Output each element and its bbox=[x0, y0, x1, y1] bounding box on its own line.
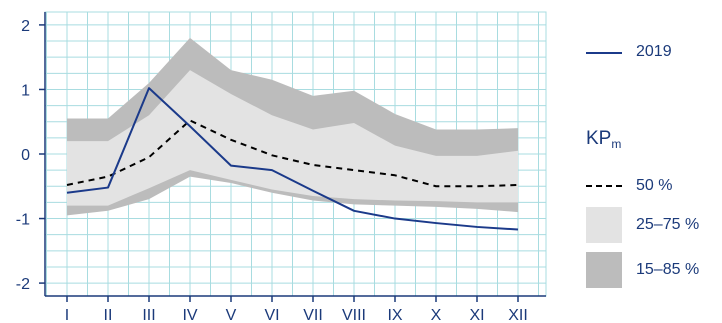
x-tick-label: XI bbox=[469, 307, 484, 323]
x-tick-label: VIII bbox=[342, 307, 366, 323]
x-tick-label: IV bbox=[182, 307, 197, 323]
x-tick-label: III bbox=[142, 307, 155, 323]
legend-wide-swatch bbox=[586, 252, 622, 288]
x-tick-label: IX bbox=[387, 307, 402, 323]
y-tick-label: 2 bbox=[21, 18, 30, 35]
bands bbox=[67, 37, 518, 216]
legend-2019-swatch bbox=[586, 52, 622, 54]
y-ticks: 2 1 0 -1 -2 bbox=[16, 18, 45, 293]
legend-wide-label: 15–85 % bbox=[636, 261, 700, 278]
y-tick-label: -1 bbox=[16, 212, 30, 229]
series-line-2019 bbox=[66, 87, 519, 231]
legend-median-swatch bbox=[586, 185, 622, 187]
legend-2019-label: 2019 bbox=[636, 43, 672, 60]
x-tick-label: X bbox=[431, 307, 442, 323]
x-ticks: I II III IV V VI VII VIII IX X XI XII bbox=[65, 296, 528, 323]
legend-median-label: 50 % bbox=[636, 177, 673, 194]
band-iqr bbox=[67, 70, 518, 206]
median-line bbox=[66, 119, 519, 188]
x-tick-label: XII bbox=[508, 307, 528, 323]
lines bbox=[66, 87, 519, 231]
y-tick-label: -2 bbox=[16, 276, 30, 293]
legend-iqr-label: 25–75 % bbox=[636, 216, 700, 233]
x-tick-label: VII bbox=[303, 307, 323, 323]
y-tick-label: 1 bbox=[21, 82, 30, 99]
x-tick-label: II bbox=[104, 307, 113, 323]
legend-iqr-swatch bbox=[586, 207, 622, 243]
x-tick-label: V bbox=[226, 307, 237, 323]
x-tick-label: VI bbox=[264, 307, 279, 323]
x-tick-label: I bbox=[65, 307, 69, 323]
legend-group-title: KPm bbox=[586, 128, 622, 151]
y-tick-label: 0 bbox=[21, 147, 30, 164]
